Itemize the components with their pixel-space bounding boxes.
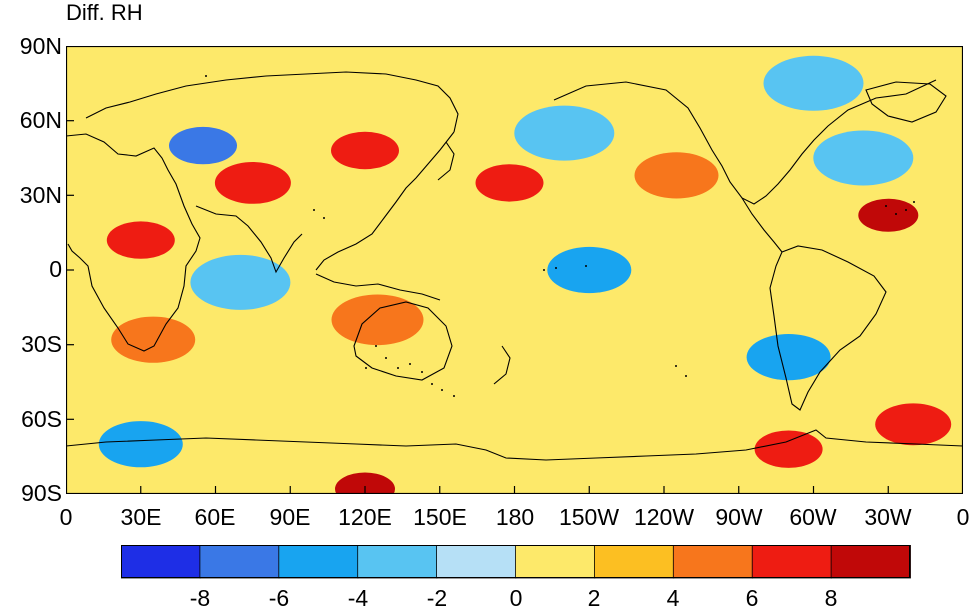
anomaly-south-atlantic-moist [875,403,952,446]
anomaly-southern-ocean-dry [98,421,183,468]
coast-east-asia [315,131,455,271]
coast-indonesia [315,273,441,301]
lon-label-30e: 30E [120,504,162,530]
anomaly-north-america-moist [634,152,719,199]
lat-label-90n: 90N [19,33,62,59]
anomaly-antarctic-moist [335,472,395,494]
coast-new-zealand [493,345,511,385]
coastlines [66,71,963,461]
coast-eurasia-north [85,71,459,133]
anomaly-weddell-moist [754,430,823,468]
lat-label-60s: 60S [21,406,62,432]
colorbar-label-2: 2 [587,585,601,611]
anomaly-north-pacific-dry [514,105,615,161]
colorbar-box [436,545,517,579]
coast-north-america [553,79,937,205]
anomaly-andes-dry [746,334,831,381]
rh-difference-map [66,46,963,494]
colorbar [121,545,911,579]
anomaly-north-pacific-moist [475,164,544,202]
lon-label-0: 0 [59,504,73,530]
anomaly-north-atlantic-dry [813,130,914,186]
coast-arabia-india [195,205,303,274]
lon-label-30w: 30W [864,504,912,530]
colorbar-label-neg4: -4 [347,585,369,611]
colorbar-label-neg6: -6 [268,585,290,611]
anomaly-australia-moist [331,294,424,346]
colorbar-box [751,545,833,579]
map-ticks [66,120,889,494]
lon-label-120e: 120E [338,504,392,530]
lon-label-150w: 150W [558,504,620,530]
anomaly-east-asia-moist [331,131,399,170]
lon-label-90w: 90W [715,504,763,530]
lon-label-0-east: 0 [956,504,970,530]
colorbar-box [593,545,675,579]
anomaly-north-atlantic-moist [858,198,919,232]
anomaly-arctic-dry [763,55,864,111]
colorbar-box [121,545,201,579]
lon-label-180: 180 [495,504,535,530]
anomaly-southern-africa-moist [111,316,196,363]
lat-label-90s: 90S [21,480,62,506]
anomaly-central-pacific-dry-halo [547,246,632,294]
lon-label-60w: 60W [789,504,837,530]
anomaly-central-asia-dry [169,126,237,165]
colorbar-box [199,545,280,579]
colorbar-box [357,545,438,579]
colorbar-box [515,545,596,579]
anomaly-indian-ocean-dry [190,254,291,310]
colorbar-box [672,545,754,579]
coast-antarctica [66,429,963,461]
coast-south-america [769,245,887,411]
anomaly-layer [98,55,952,494]
colorbar-label-neg8: -8 [189,585,211,611]
lat-label-60n: 60N [19,107,62,133]
colorbar-label-4: 4 [666,585,680,611]
coast-greenland [865,81,947,123]
anomaly-middle-east-moist [214,162,291,204]
lon-label-90e: 90E [269,504,311,530]
colorbar-label-0: 0 [509,585,523,611]
colorbar-label-neg2: -2 [426,585,448,611]
colorbar-label-6: 6 [745,585,759,611]
plot-title: Diff. RH [66,0,143,25]
coast-australia [353,301,453,381]
colorbar-box [830,545,911,579]
colorbar-box [278,545,359,579]
lat-label-0: 0 [49,256,62,282]
lon-label-120w: 120W [633,504,695,530]
coast-japan [437,141,455,181]
coast-europe-africa [66,133,201,352]
coast-central-america [741,197,783,253]
lon-label-150e: 150E [413,504,467,530]
lon-label-60e: 60E [194,504,236,530]
stipple-dots [205,75,915,397]
lat-label-30n: 30N [19,182,62,208]
colorbar-label-8: 8 [824,585,838,611]
lat-label-30s: 30S [21,331,62,357]
anomaly-east-africa-moist [106,221,175,259]
